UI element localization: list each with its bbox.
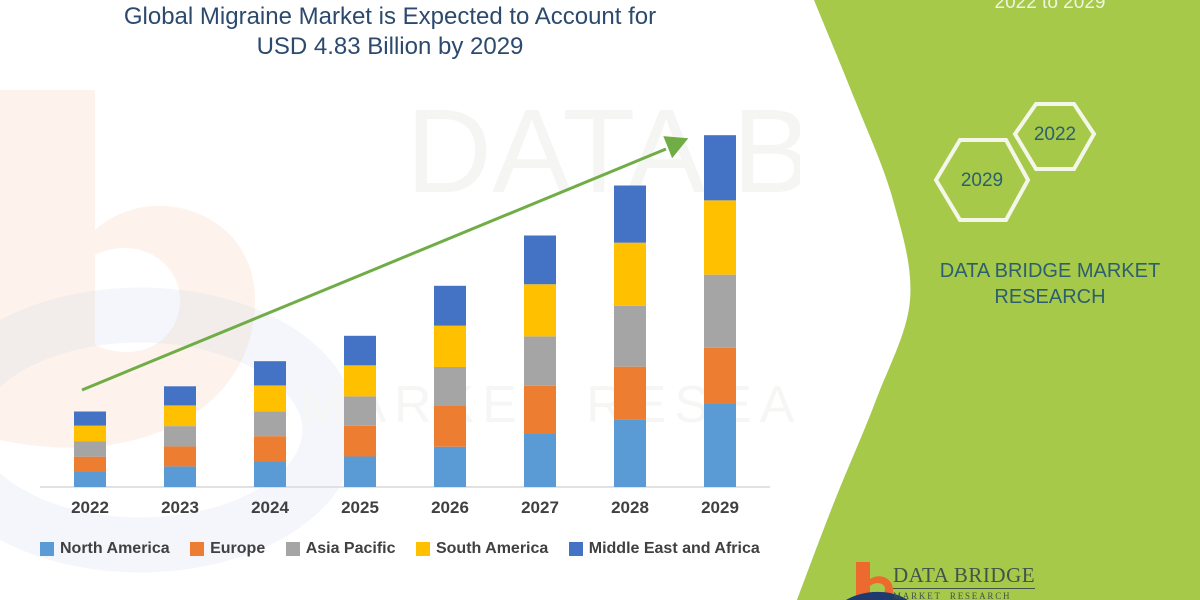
svg-text:2023: 2023 <box>161 498 199 517</box>
svg-text:2028: 2028 <box>611 498 649 517</box>
svg-text:2029: 2029 <box>701 498 739 517</box>
svg-text:2024: 2024 <box>251 498 289 517</box>
svg-text:2029: 2029 <box>961 170 1003 191</box>
svg-text:2025: 2025 <box>341 498 379 517</box>
svg-text:2026: 2026 <box>431 498 469 517</box>
svg-text:2027: 2027 <box>521 498 559 517</box>
svg-text:2022: 2022 <box>71 498 109 517</box>
svg-text:2022: 2022 <box>1034 124 1076 145</box>
